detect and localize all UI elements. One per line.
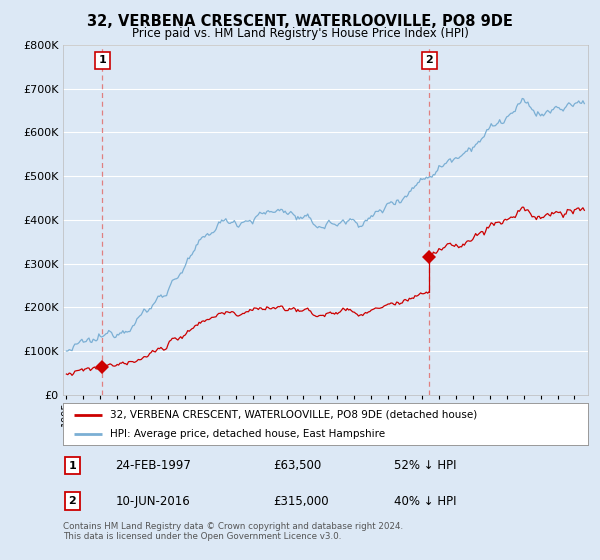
Text: 2: 2 [68,496,76,506]
Text: Price paid vs. HM Land Registry's House Price Index (HPI): Price paid vs. HM Land Registry's House … [131,27,469,40]
Text: 32, VERBENA CRESCENT, WATERLOOVILLE, PO8 9DE (detached house): 32, VERBENA CRESCENT, WATERLOOVILLE, PO8… [110,409,478,419]
Text: £315,000: £315,000 [273,494,329,508]
Text: £63,500: £63,500 [273,459,321,472]
Text: 32, VERBENA CRESCENT, WATERLOOVILLE, PO8 9DE: 32, VERBENA CRESCENT, WATERLOOVILLE, PO8… [87,14,513,29]
Text: 52% ↓ HPI: 52% ↓ HPI [394,459,456,472]
Text: 24-FEB-1997: 24-FEB-1997 [115,459,191,472]
Text: 10-JUN-2016: 10-JUN-2016 [115,494,190,508]
Text: 40% ↓ HPI: 40% ↓ HPI [394,494,456,508]
Text: Contains HM Land Registry data © Crown copyright and database right 2024.
This d: Contains HM Land Registry data © Crown c… [63,522,403,542]
Text: 2: 2 [425,55,433,66]
Text: 1: 1 [98,55,106,66]
Text: 1: 1 [68,460,76,470]
Text: HPI: Average price, detached house, East Hampshire: HPI: Average price, detached house, East… [110,429,385,439]
